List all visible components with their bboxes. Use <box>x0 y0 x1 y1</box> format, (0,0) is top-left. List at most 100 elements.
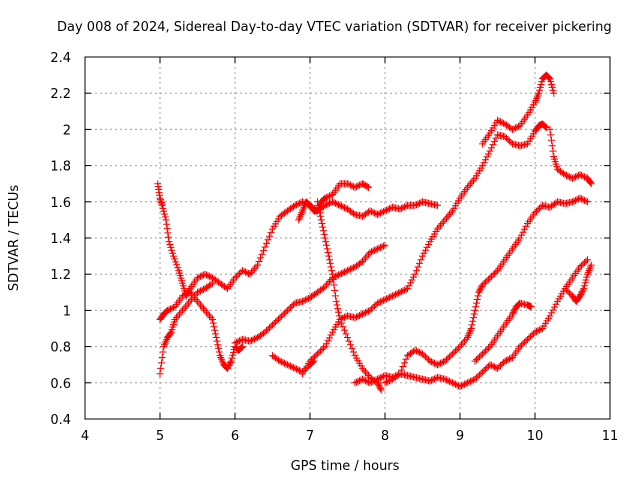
data-point <box>578 289 585 297</box>
data-point <box>576 292 584 300</box>
data-point <box>333 272 341 280</box>
data-point <box>201 270 209 278</box>
data-point <box>458 341 465 349</box>
data-point <box>344 267 351 275</box>
data-point <box>573 196 581 204</box>
data-point <box>437 359 444 367</box>
data-point <box>314 201 322 209</box>
data-point <box>342 267 350 275</box>
data-point <box>527 332 534 340</box>
data-point <box>309 354 317 362</box>
data-point <box>380 208 387 216</box>
data-point <box>507 138 515 146</box>
data-point <box>580 285 588 293</box>
data-point <box>542 124 550 132</box>
data-point <box>363 183 371 191</box>
data-point <box>563 286 570 294</box>
data-point <box>573 172 581 180</box>
data-point <box>276 314 284 322</box>
data-point <box>185 289 192 297</box>
data-point <box>459 339 467 347</box>
data-point <box>171 255 179 263</box>
data-point <box>420 351 428 359</box>
data-point <box>579 196 587 204</box>
data-point <box>443 376 450 384</box>
data-point <box>464 183 471 191</box>
data-point <box>438 220 446 228</box>
data-point <box>413 347 420 355</box>
data-point <box>314 350 321 358</box>
data-point <box>464 379 471 387</box>
data-point <box>158 359 165 367</box>
data-point <box>236 337 243 345</box>
data-point <box>509 310 516 318</box>
data-point <box>417 256 425 264</box>
data-point <box>449 350 456 358</box>
data-point <box>425 241 432 249</box>
data-point <box>332 199 339 207</box>
data-point <box>381 207 389 215</box>
data-point <box>338 269 345 277</box>
data-point <box>576 171 584 179</box>
data-point <box>405 282 413 290</box>
data-point <box>323 340 330 348</box>
data-point <box>158 353 166 361</box>
data-point <box>446 210 453 218</box>
data-point <box>214 341 222 349</box>
data-point <box>342 330 350 338</box>
data-point <box>393 371 401 379</box>
data-point <box>535 89 543 97</box>
data-point <box>323 281 330 289</box>
data-point <box>440 218 447 226</box>
data-point <box>278 312 285 320</box>
data-point <box>326 277 333 285</box>
data-point <box>264 236 272 244</box>
data-point <box>167 305 174 313</box>
data-point <box>534 327 542 335</box>
data-point <box>375 244 383 252</box>
data-point <box>486 274 494 282</box>
data-point <box>489 362 497 370</box>
data-point <box>362 377 369 385</box>
data-point <box>515 123 522 131</box>
data-point <box>551 303 558 311</box>
data-point <box>197 301 204 309</box>
data-point <box>519 228 527 236</box>
y-axis-label: SDTVAR / TECUs <box>7 185 22 292</box>
data-point <box>414 263 422 271</box>
data-point <box>447 378 455 386</box>
data-point <box>164 233 172 241</box>
data-point <box>453 345 461 353</box>
data-point <box>501 357 509 365</box>
data-point <box>459 381 467 389</box>
data-point <box>350 264 357 272</box>
y-tick-label: 2 <box>63 123 71 138</box>
data-point <box>422 353 429 361</box>
data-point <box>377 386 385 394</box>
data-point <box>411 346 419 354</box>
data-point <box>279 311 287 319</box>
data-point <box>324 248 332 256</box>
data-point <box>467 325 475 332</box>
data-point <box>435 223 443 231</box>
data-point <box>290 203 297 211</box>
data-point <box>577 290 585 298</box>
data-point <box>482 278 489 286</box>
data-point <box>345 180 353 188</box>
data-point <box>182 290 189 298</box>
data-point <box>211 326 219 334</box>
data-point <box>473 356 480 364</box>
data-point <box>254 261 261 269</box>
data-point <box>312 351 320 359</box>
data-point <box>506 137 513 145</box>
data-point <box>215 348 223 356</box>
data-point <box>492 268 500 276</box>
data-point <box>266 324 273 332</box>
data-point <box>359 375 366 383</box>
data-point <box>314 198 321 206</box>
data-point <box>293 201 300 209</box>
data-point <box>319 223 327 231</box>
data-point <box>345 337 353 345</box>
data-point <box>587 261 595 269</box>
data-point <box>546 312 554 320</box>
